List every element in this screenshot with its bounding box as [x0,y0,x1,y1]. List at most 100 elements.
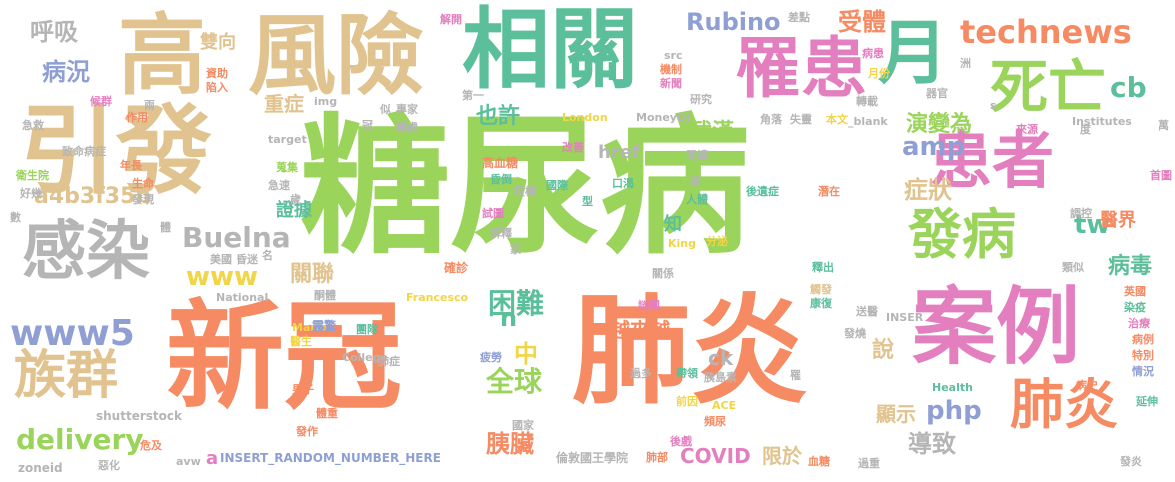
word-bidirectional: 雙向 [200,32,236,53]
word-international: 國際 [546,179,568,192]
word-endanger: 危及 [140,439,162,452]
word-hyperglycemia: 高血糖 [482,156,519,170]
word-crown: 冠 [362,119,373,132]
word-explain: 解釋 [490,227,512,240]
word-src: src [664,49,683,62]
word-first-aid: 急救 [22,119,44,132]
word-king: King [668,237,696,250]
word-solve: 解開 [440,13,462,26]
word-limited: 限於 [762,444,802,468]
word-seem: 似 [380,103,391,116]
word-month-period: 月份 [868,67,890,80]
word-life: 生命 [132,177,154,190]
word-maybe: 也許 [476,104,521,129]
word-two: 兩 [144,99,155,112]
word-frequent-urination: 頻尿 [704,415,726,428]
word-href: href [598,142,640,163]
word-latent: 潛在 [818,185,840,198]
word-rubino: Rubino [686,8,781,36]
word-thirst: 口渴 [612,177,634,190]
word-ten-thousand: 萬 [1158,119,1169,132]
word-hospitalized: 送醫 [856,305,878,318]
word-fatigue: 疲勞 [480,351,502,364]
word-health-institute: 衛生院 [16,169,49,182]
word-middle: 中 [514,340,538,368]
word-overweight: 過重 [858,457,880,470]
word-link: 關聯 [290,262,335,287]
word-fatal-disease: 致命病症 [62,145,106,158]
word-london: London [562,111,608,124]
word-a: a [206,448,219,469]
word-first: 第一 [462,89,484,102]
word-patient-case: 病例 [1132,333,1154,346]
word-similar: 類似 [1062,261,1084,274]
word-person-count: 名 [262,249,273,262]
word-lung: 肺部 [646,451,668,464]
word-medical-history: 病史 [1076,379,1098,392]
word-expert: 專家 [396,103,418,116]
word-institutes: Institutes [1072,115,1132,128]
word-several: 好幾 [20,187,42,200]
word-sick-patient: 病患 [862,47,884,60]
word-php: php [926,396,982,426]
word-cause-prior: 前因 [676,395,698,408]
word-inser: INSER [886,311,924,324]
word-say: 說 [872,338,895,363]
word-patients: 患者 [930,124,1055,197]
word-attack: 發作 [296,425,318,438]
word-tw: tw [1074,210,1111,240]
word-failure: 失靈 [790,113,812,126]
word-avw: avw [176,455,201,468]
word-contract: 罹患 [735,30,867,107]
word-cases: 案例 [912,278,1081,376]
word-extend: 延伸 [1136,395,1158,408]
word-special: 特別 [1132,349,1154,362]
word-zoneid: zoneid [18,461,63,475]
word-cb: cb [1110,71,1147,104]
word-moneydj: MoneyDJ [636,111,691,124]
word-target: target [268,133,307,146]
word-pancreas: 胰臟 [486,430,534,458]
word-blank: _blank [848,115,888,128]
word-symptoms: 症狀 [904,176,952,204]
word-age: 歲 [290,193,301,206]
word-number: 數 [10,211,21,224]
word-s: s [990,99,997,112]
word-covid-new-crown: 新冠 [166,288,403,426]
word-fever: 發燒 [844,327,866,340]
word-continent: 洲 [960,57,971,70]
word-news: 新聞 [660,77,682,90]
word-relation: 關係 [652,267,674,280]
word-evolve: 演變為 [906,112,973,137]
word-virus: 病毒 [1108,254,1153,279]
word-country: 國家 [512,419,534,432]
word-ketone: 酮體 [314,289,336,302]
word-health: Health [932,381,973,394]
word-fund: 資助 [206,67,228,80]
word-rapid: 急速 [268,179,290,192]
word-lead: 帶領 [676,367,698,380]
word-group: 族群 [14,346,119,406]
word-weight: 體重 [316,407,338,420]
word-insert-random: INSERT_RANDOM_NUMBER_HERE [220,451,441,465]
word-evidence: 證據 [276,200,312,221]
word-delivery: delivery [16,423,144,456]
word-home: 家 [510,243,521,256]
word-almost: 差點 [788,11,810,24]
word-infected: 染疫 [1124,301,1146,314]
word-syndrome: 候群 [90,95,112,108]
word-pneumonia-large: 肺炎 [572,282,809,420]
word-receptor: 受體 [838,8,886,36]
word-breathing: 呼吸 [30,18,78,46]
word-death: 死亡 [990,53,1107,121]
word-collect: 蒐集 [276,161,298,174]
word-sequelae: 後遺症 [746,185,779,198]
word-infection: 感染 [22,215,150,289]
word-n: n [500,304,518,332]
word-kings-college: 倫敦國王學院 [556,451,629,465]
word-onset: 發病 [908,203,1016,266]
word-blood-sugar: 血糖 [808,455,830,468]
word-human-body: 人體 [686,193,708,206]
word-degree: 度 [1080,123,1091,136]
word-read: 閱讀 [686,149,708,162]
